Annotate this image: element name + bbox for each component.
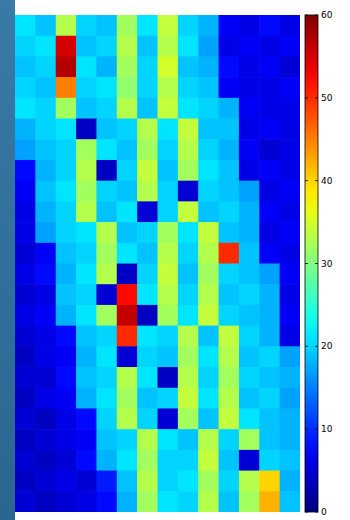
svg-text:30: 30: [321, 259, 333, 269]
svg-text:20: 20: [321, 341, 333, 351]
svg-text:0: 0: [321, 507, 327, 517]
svg-text:60: 60: [321, 10, 333, 20]
svg-text:10: 10: [321, 424, 333, 434]
svg-text:40: 40: [321, 176, 333, 186]
svg-text:50: 50: [321, 93, 333, 103]
